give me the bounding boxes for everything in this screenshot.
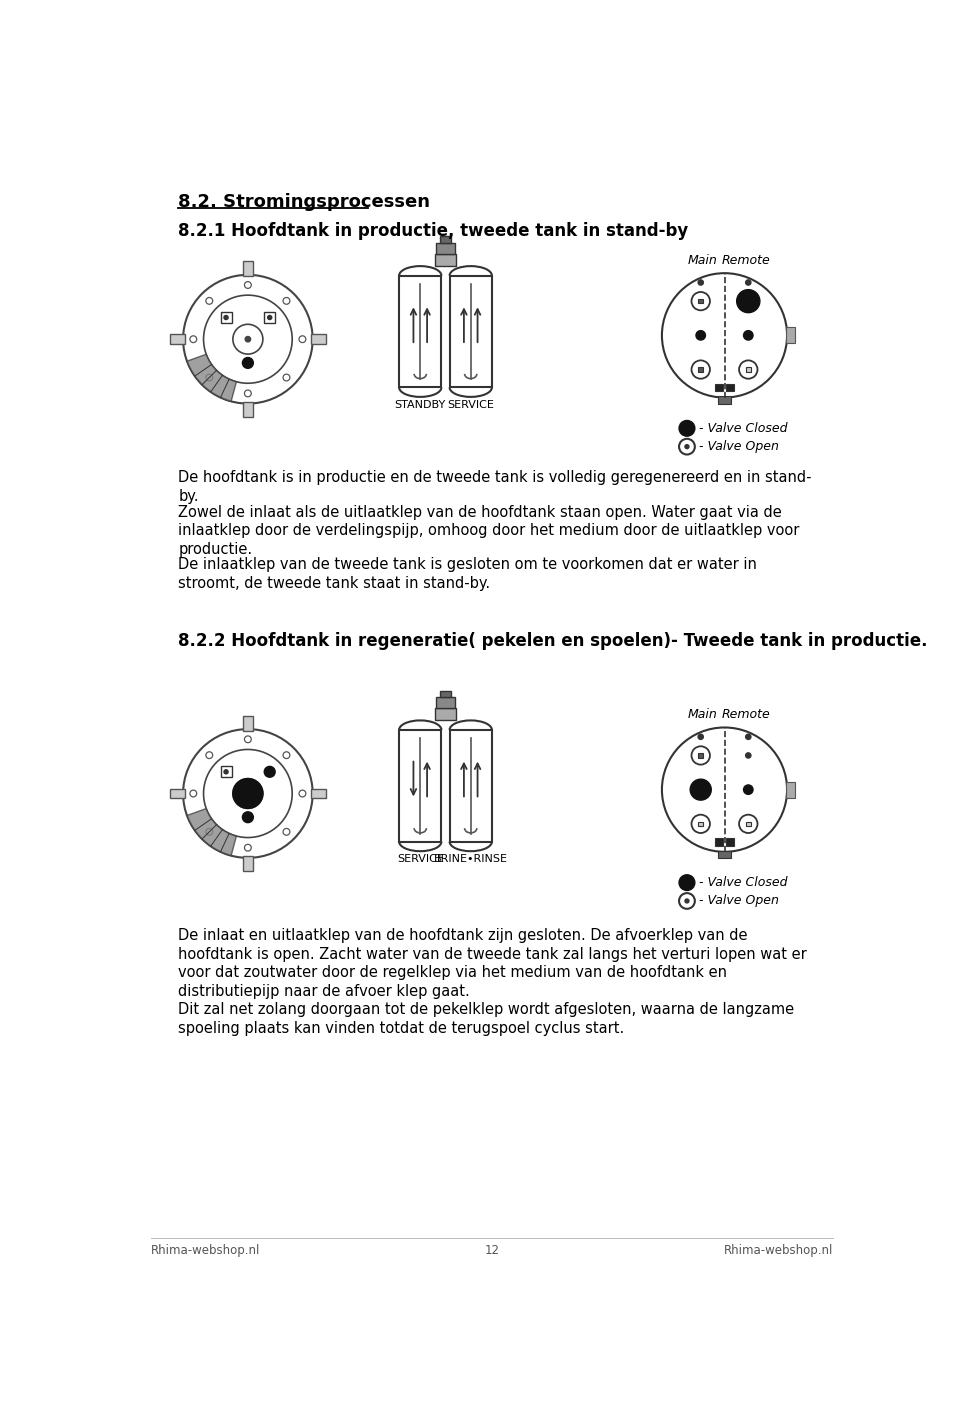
Circle shape [233, 778, 263, 808]
Text: productie.: productie. [179, 542, 252, 556]
Bar [715, 838, 723, 846]
Circle shape [243, 358, 253, 368]
Circle shape [698, 734, 704, 740]
Bar [170, 788, 184, 798]
Bar [243, 402, 252, 417]
Text: spoeling plaats kan vinden totdat de terugspoel cyclus start.: spoeling plaats kan vinden totdat de ter… [179, 1020, 624, 1036]
Text: Remote: Remote [722, 709, 771, 722]
Wedge shape [187, 808, 236, 856]
Circle shape [698, 280, 704, 284]
Bar [785, 327, 795, 344]
Bar [435, 709, 456, 720]
Text: distributiepijp naar de afvoer klep gaat.: distributiepijp naar de afvoer klep gaat… [179, 983, 469, 999]
Bar [170, 334, 184, 344]
Text: Rhima-webshop.nl: Rhima-webshop.nl [724, 1244, 833, 1257]
Bar [311, 788, 326, 798]
Bar [440, 691, 451, 698]
Circle shape [746, 280, 751, 284]
Circle shape [268, 316, 272, 320]
Bar [715, 383, 723, 392]
Text: voor dat zoutwater door de regelklep via het medium van de hoofdtank en: voor dat zoutwater door de regelklep via… [179, 965, 727, 981]
Bar [435, 253, 456, 266]
Text: De inlaat en uitlaatklep van de hoofdtank zijn gesloten. De afvoerklep van de: De inlaat en uitlaatklep van de hoofdtan… [179, 928, 748, 944]
Text: 12: 12 [485, 1244, 499, 1257]
Text: hoofdtank is open. Zacht water van de tweede tank zal langs het verturi lopen wa: hoofdtank is open. Zacht water van de tw… [179, 947, 806, 962]
Text: SERVICE: SERVICE [396, 853, 444, 865]
Text: - Valve Closed: - Valve Closed [699, 876, 787, 889]
Circle shape [243, 812, 253, 822]
Circle shape [746, 734, 751, 740]
Text: Rhima-webshop.nl: Rhima-webshop.nl [151, 1244, 260, 1257]
Bar [399, 276, 442, 388]
Bar [726, 383, 733, 392]
Circle shape [746, 753, 751, 758]
Bar [243, 262, 252, 276]
Text: Main: Main [687, 709, 717, 722]
Bar [699, 822, 703, 826]
Circle shape [744, 331, 753, 340]
Text: by.: by. [179, 488, 199, 504]
Text: BRINE•RINSE: BRINE•RINSE [434, 853, 508, 865]
Text: - Valve Closed: - Valve Closed [699, 422, 787, 434]
Text: 8.2.2 Hoofdtank in regeneratie( pekelen en spoelen)- Tweede tank in productie.: 8.2.2 Hoofdtank in regeneratie( pekelen … [179, 633, 927, 649]
Text: STANDBY: STANDBY [395, 399, 445, 409]
Text: De inlaatklep van de tweede tank is gesloten om te voorkomen dat er water in: De inlaatklep van de tweede tank is gesl… [179, 558, 757, 572]
Bar [399, 730, 442, 842]
Text: inlaatklep door de verdelingspijp, omhoog door het medium door de uitlaatklep vo: inlaatklep door de verdelingspijp, omhoo… [179, 524, 800, 538]
Text: De hoofdtank is in productie en de tweede tank is volledig geregenereerd en in s: De hoofdtank is in productie en de tweed… [179, 470, 811, 485]
Bar [718, 396, 732, 405]
Bar [449, 276, 492, 388]
Circle shape [696, 331, 706, 340]
Bar [221, 767, 231, 777]
Text: stroomt, de tweede tank staat in stand-by.: stroomt, de tweede tank staat in stand-b… [179, 576, 491, 590]
Text: SERVICE: SERVICE [447, 399, 494, 409]
Circle shape [736, 290, 760, 313]
Circle shape [245, 791, 251, 797]
Text: Dit zal net zolang doorgaan tot de pekelklep wordt afgesloten, waarna de langzam: Dit zal net zolang doorgaan tot de pekel… [179, 1002, 794, 1017]
Bar [746, 822, 751, 826]
Text: Main: Main [687, 255, 717, 267]
Text: - Valve Open: - Valve Open [699, 440, 779, 453]
Bar [436, 698, 455, 709]
Bar [243, 716, 252, 730]
Bar [311, 334, 326, 344]
Circle shape [679, 874, 695, 890]
Text: Remote: Remote [722, 255, 771, 267]
Bar [699, 299, 703, 303]
Circle shape [685, 899, 689, 903]
Bar [436, 243, 455, 253]
Bar [243, 856, 252, 872]
Bar [449, 730, 492, 842]
Bar [726, 838, 733, 846]
Text: 8.2. Stromingsprocessen: 8.2. Stromingsprocessen [179, 192, 430, 211]
Circle shape [224, 770, 228, 774]
Bar [699, 368, 703, 372]
Bar [440, 236, 451, 243]
Circle shape [245, 337, 251, 342]
Bar [699, 753, 703, 758]
Circle shape [690, 780, 711, 799]
Wedge shape [187, 354, 236, 402]
Circle shape [744, 785, 753, 794]
Bar [221, 313, 231, 323]
Circle shape [679, 420, 695, 436]
Bar [718, 850, 732, 859]
Bar [264, 313, 276, 323]
Circle shape [264, 767, 276, 777]
Text: - Valve Open: - Valve Open [699, 894, 779, 907]
Bar [785, 782, 795, 798]
Text: Zowel de inlaat als de uitlaatklep van de hoofdtank staan open. Water gaat via d: Zowel de inlaat als de uitlaatklep van d… [179, 505, 781, 519]
Circle shape [685, 444, 689, 449]
Bar [746, 368, 751, 372]
Circle shape [224, 316, 228, 320]
Text: 8.2.1 Hoofdtank in productie, tweede tank in stand-by: 8.2.1 Hoofdtank in productie, tweede tan… [179, 222, 688, 241]
